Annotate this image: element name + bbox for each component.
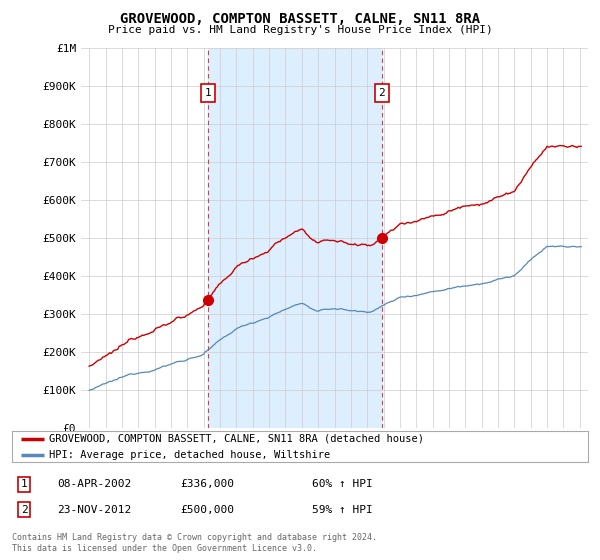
Text: 08-APR-2002: 08-APR-2002 [57,479,131,489]
Text: Contains HM Land Registry data © Crown copyright and database right 2024.
This d: Contains HM Land Registry data © Crown c… [12,533,377,553]
Text: HPI: Average price, detached house, Wiltshire: HPI: Average price, detached house, Wilt… [49,450,331,460]
Text: £500,000: £500,000 [180,505,234,515]
Text: Price paid vs. HM Land Registry's House Price Index (HPI): Price paid vs. HM Land Registry's House … [107,25,493,35]
Text: 2: 2 [20,505,28,515]
Text: 2: 2 [379,88,385,99]
Text: 60% ↑ HPI: 60% ↑ HPI [312,479,373,489]
Bar [208,48,382,428]
Text: 59% ↑ HPI: 59% ↑ HPI [312,505,373,515]
Text: GROVEWOOD, COMPTON BASSETT, CALNE, SN11 8RA: GROVEWOOD, COMPTON BASSETT, CALNE, SN11 … [120,12,480,26]
Text: 1: 1 [205,88,211,99]
Text: GROVEWOOD, COMPTON BASSETT, CALNE, SN11 8RA (detached house): GROVEWOOD, COMPTON BASSETT, CALNE, SN11 … [49,434,424,444]
Text: £336,000: £336,000 [180,479,234,489]
Text: 23-NOV-2012: 23-NOV-2012 [57,505,131,515]
Text: 1: 1 [20,479,28,489]
